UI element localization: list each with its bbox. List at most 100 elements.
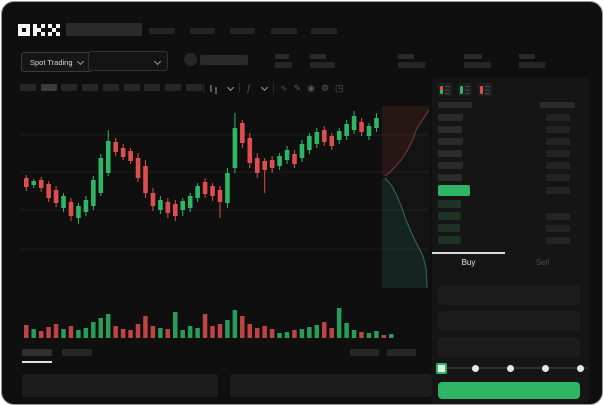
nav-item-placeholder[interactable] <box>271 28 297 34</box>
amount-slider-track[interactable] <box>440 367 588 369</box>
buy-submit-button[interactable] <box>438 382 580 399</box>
slider-handle-active[interactable] <box>436 363 447 374</box>
timeframe-button[interactable] <box>102 84 119 91</box>
settings-icon[interactable]: ⚙ <box>320 82 330 93</box>
snapshot-icon[interactable]: ◉ <box>307 82 315 93</box>
orderbook-header-left <box>438 102 472 108</box>
chart-toolbar: ƒ ∿ ✎ ◉ ⚙ ◳ <box>203 81 344 95</box>
bottom-action-placeholder[interactable] <box>350 349 379 356</box>
chevron-down-icon[interactable] <box>260 83 269 91</box>
order-input-field[interactable] <box>438 337 580 357</box>
timeframe-button[interactable] <box>144 84 161 91</box>
stat-value-placeholder <box>464 62 491 68</box>
ask-amount-bar <box>546 138 570 145</box>
order-input-field[interactable] <box>438 311 580 331</box>
timeframe-button[interactable] <box>40 84 57 91</box>
ask-price-bar[interactable] <box>438 114 463 121</box>
bid-amount-bar <box>546 213 570 220</box>
ask-amount-bar <box>546 174 570 181</box>
stat-label-placeholder <box>464 54 482 59</box>
coin-icon <box>184 53 197 66</box>
orderbook-header-right <box>540 102 575 108</box>
ask-price-bar[interactable] <box>438 126 462 133</box>
ask-price-bar[interactable] <box>438 150 462 157</box>
timeframe-button[interactable] <box>185 84 202 91</box>
slider-stop-dot[interactable] <box>507 365 514 372</box>
slider-stop-dot[interactable] <box>577 365 584 372</box>
ask-amount-bar <box>546 162 570 169</box>
market-type-dropdown[interactable]: Spot Trading <box>21 52 92 72</box>
stat-value-placeholder <box>310 62 335 68</box>
buy-tab-underline <box>432 252 505 254</box>
divider <box>239 83 240 93</box>
stat-value-placeholder <box>398 62 425 68</box>
last-price-highlight[interactable] <box>438 185 470 196</box>
chevron-down-icon[interactable] <box>226 83 235 91</box>
stat-value-placeholder <box>275 62 292 68</box>
candlestick-chart[interactable] <box>16 98 432 342</box>
market-type-label: Spot Trading <box>30 57 73 67</box>
toggle-lines <box>485 85 490 94</box>
active-tab-underline <box>22 361 52 363</box>
toggle-lines <box>465 85 470 94</box>
ask-amount-bar <box>546 114 570 121</box>
timeframe-button[interactable] <box>61 84 78 91</box>
timeframe-button[interactable] <box>123 84 140 91</box>
pair-selector-dropdown[interactable] <box>88 51 168 71</box>
bid-price-bar[interactable] <box>438 200 461 208</box>
stat-value-placeholder <box>519 62 545 68</box>
nav-item-placeholder[interactable] <box>311 28 337 34</box>
toggle-color-column <box>480 85 483 94</box>
fullscreen-icon[interactable]: ◳ <box>335 82 344 93</box>
divider <box>273 83 275 93</box>
okx-logo[interactable] <box>18 23 60 41</box>
timeframe-button[interactable] <box>20 84 36 91</box>
line-type-icon[interactable]: ∿ <box>280 82 288 93</box>
order-input-field[interactable] <box>438 285 580 305</box>
toggle-lines <box>445 85 450 94</box>
nav-item-placeholder[interactable] <box>149 28 175 34</box>
bottom-tab[interactable] <box>62 349 92 356</box>
indicators-icon[interactable]: ƒ <box>246 83 252 93</box>
nav-item-placeholder[interactable] <box>230 28 255 34</box>
nav-item-placeholder[interactable] <box>190 28 215 34</box>
bid-amount-bar <box>546 237 570 244</box>
orderbook-view-toggles <box>438 83 492 96</box>
slider-stop-dot[interactable] <box>472 365 479 372</box>
chevron-down-icon <box>76 57 84 65</box>
pair-name-placeholder[interactable] <box>200 55 248 65</box>
timeframe-button[interactable] <box>164 84 181 91</box>
bid-price-bar[interactable] <box>438 236 461 244</box>
stat-label-placeholder <box>519 54 535 59</box>
stat-label-placeholder <box>310 54 326 59</box>
ask-amount-bar <box>546 150 570 157</box>
stat-label-placeholder <box>275 54 289 59</box>
bid-price-bar[interactable] <box>438 212 461 220</box>
tab-buy[interactable]: Buy <box>461 258 476 267</box>
bid-amount-bar <box>546 225 570 232</box>
tab-sell[interactable]: Sell <box>535 258 550 267</box>
ask-price-bar[interactable] <box>438 162 463 169</box>
divider <box>203 83 204 93</box>
orders-panel-placeholder <box>22 374 218 397</box>
toggle-color-column <box>440 85 443 94</box>
bottom-action-placeholder[interactable] <box>387 349 416 356</box>
toggle-book-bids[interactable] <box>458 83 472 96</box>
search-input[interactable] <box>66 23 142 36</box>
chevron-down-icon <box>153 57 162 66</box>
ask-amount-bar <box>546 126 570 133</box>
toggle-color-column <box>460 85 463 94</box>
draw-icon[interactable]: ✎ <box>293 82 302 93</box>
ask-price-bar[interactable] <box>438 174 462 181</box>
ask-price-bar[interactable] <box>438 138 463 145</box>
orderbook-trade-panel: Buy Sell <box>432 78 590 404</box>
slider-stop-dot[interactable] <box>542 365 549 372</box>
candlestick-interval-icon[interactable] <box>210 84 217 94</box>
bid-price-bar[interactable] <box>438 224 460 232</box>
toggle-book-combined[interactable] <box>438 83 452 96</box>
bottom-tab[interactable] <box>22 349 52 356</box>
toggle-book-asks[interactable] <box>478 83 492 96</box>
timeframe-button[interactable] <box>82 84 99 91</box>
stat-label-placeholder <box>398 54 414 59</box>
